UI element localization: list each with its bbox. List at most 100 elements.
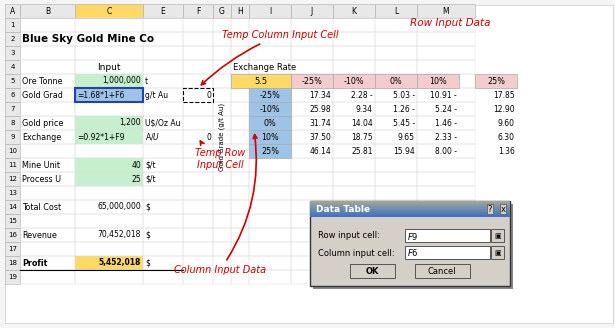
Bar	[213, 74, 231, 88]
Bar	[75, 46, 143, 60]
Text: 9: 9	[10, 134, 15, 140]
Bar	[417, 144, 475, 158]
Bar	[375, 74, 417, 88]
Bar	[20, 214, 75, 228]
Bar	[5, 144, 20, 158]
Bar	[375, 18, 417, 32]
Bar	[5, 200, 20, 214]
Bar	[213, 172, 231, 186]
Text: 0%: 0%	[390, 76, 402, 86]
Bar	[231, 270, 249, 284]
Text: 15.94: 15.94	[393, 147, 415, 155]
Bar	[5, 270, 20, 284]
Text: Profit: Profit	[22, 258, 47, 268]
Bar	[75, 242, 143, 256]
Bar	[20, 214, 75, 228]
Bar	[75, 200, 143, 214]
Bar	[75, 32, 143, 46]
Text: A: A	[10, 7, 15, 15]
Bar	[231, 214, 249, 228]
Bar	[143, 130, 183, 144]
Bar	[417, 74, 459, 88]
Bar	[75, 116, 143, 130]
Bar	[213, 130, 231, 144]
Bar	[291, 270, 333, 284]
Bar	[183, 102, 213, 116]
Bar	[75, 130, 143, 144]
Bar	[183, 256, 213, 270]
Bar	[75, 256, 143, 270]
Bar	[143, 242, 183, 256]
Bar	[213, 186, 231, 200]
Bar	[143, 214, 183, 228]
Bar	[310, 205, 510, 207]
Bar	[333, 158, 375, 172]
Text: 2: 2	[10, 36, 15, 42]
Bar	[375, 172, 417, 186]
Bar	[405, 229, 490, 242]
Bar	[5, 270, 20, 284]
Bar	[231, 116, 249, 130]
Bar	[213, 200, 231, 214]
Bar	[75, 116, 143, 130]
Bar	[75, 46, 143, 60]
Bar	[291, 144, 333, 158]
Bar	[183, 256, 213, 270]
Text: 1.46 -: 1.46 -	[435, 118, 457, 128]
Bar	[417, 116, 475, 130]
Bar	[417, 186, 475, 200]
Bar	[491, 229, 504, 242]
Bar	[213, 270, 231, 284]
Bar	[213, 144, 231, 158]
Bar	[5, 102, 20, 116]
Bar	[231, 242, 249, 256]
Bar	[333, 270, 375, 284]
Bar	[75, 74, 143, 88]
Bar	[231, 18, 249, 32]
Bar	[75, 88, 143, 102]
Bar	[20, 172, 75, 186]
Bar	[417, 32, 475, 46]
Bar	[249, 172, 291, 186]
Bar	[291, 32, 333, 46]
Bar	[333, 130, 375, 144]
Text: Input: Input	[97, 63, 121, 72]
Text: x: x	[501, 204, 506, 214]
Bar	[183, 46, 213, 60]
Bar	[75, 270, 143, 284]
Text: 17.85: 17.85	[493, 91, 515, 99]
Bar	[5, 88, 20, 102]
Bar	[20, 130, 75, 144]
Bar	[183, 144, 213, 158]
Bar	[475, 74, 517, 88]
Text: g/t Au: g/t Au	[145, 91, 168, 99]
Text: Temp Column Input Cell: Temp Column Input Cell	[201, 30, 338, 85]
Bar	[333, 144, 375, 158]
Text: $: $	[145, 258, 150, 268]
Bar	[143, 144, 183, 158]
Bar	[310, 203, 510, 205]
Text: Total Cost: Total Cost	[22, 202, 61, 212]
Bar	[313, 204, 513, 289]
Text: B: B	[45, 7, 50, 15]
Bar	[5, 4, 20, 18]
Bar	[75, 256, 143, 270]
Bar	[291, 60, 333, 74]
Text: 10%: 10%	[261, 133, 279, 141]
Bar	[231, 144, 249, 158]
Text: 25%: 25%	[261, 147, 279, 155]
Bar	[75, 18, 143, 32]
Bar	[20, 200, 75, 214]
Bar	[143, 172, 183, 186]
Bar	[143, 88, 183, 102]
Bar	[291, 172, 333, 186]
Bar	[249, 88, 291, 102]
Text: 5: 5	[10, 78, 15, 84]
Bar	[5, 32, 20, 46]
Text: 0: 0	[206, 91, 211, 99]
Bar	[417, 60, 475, 74]
Bar	[183, 158, 213, 172]
Bar	[375, 32, 417, 46]
Bar	[231, 186, 249, 200]
Bar	[231, 102, 249, 116]
